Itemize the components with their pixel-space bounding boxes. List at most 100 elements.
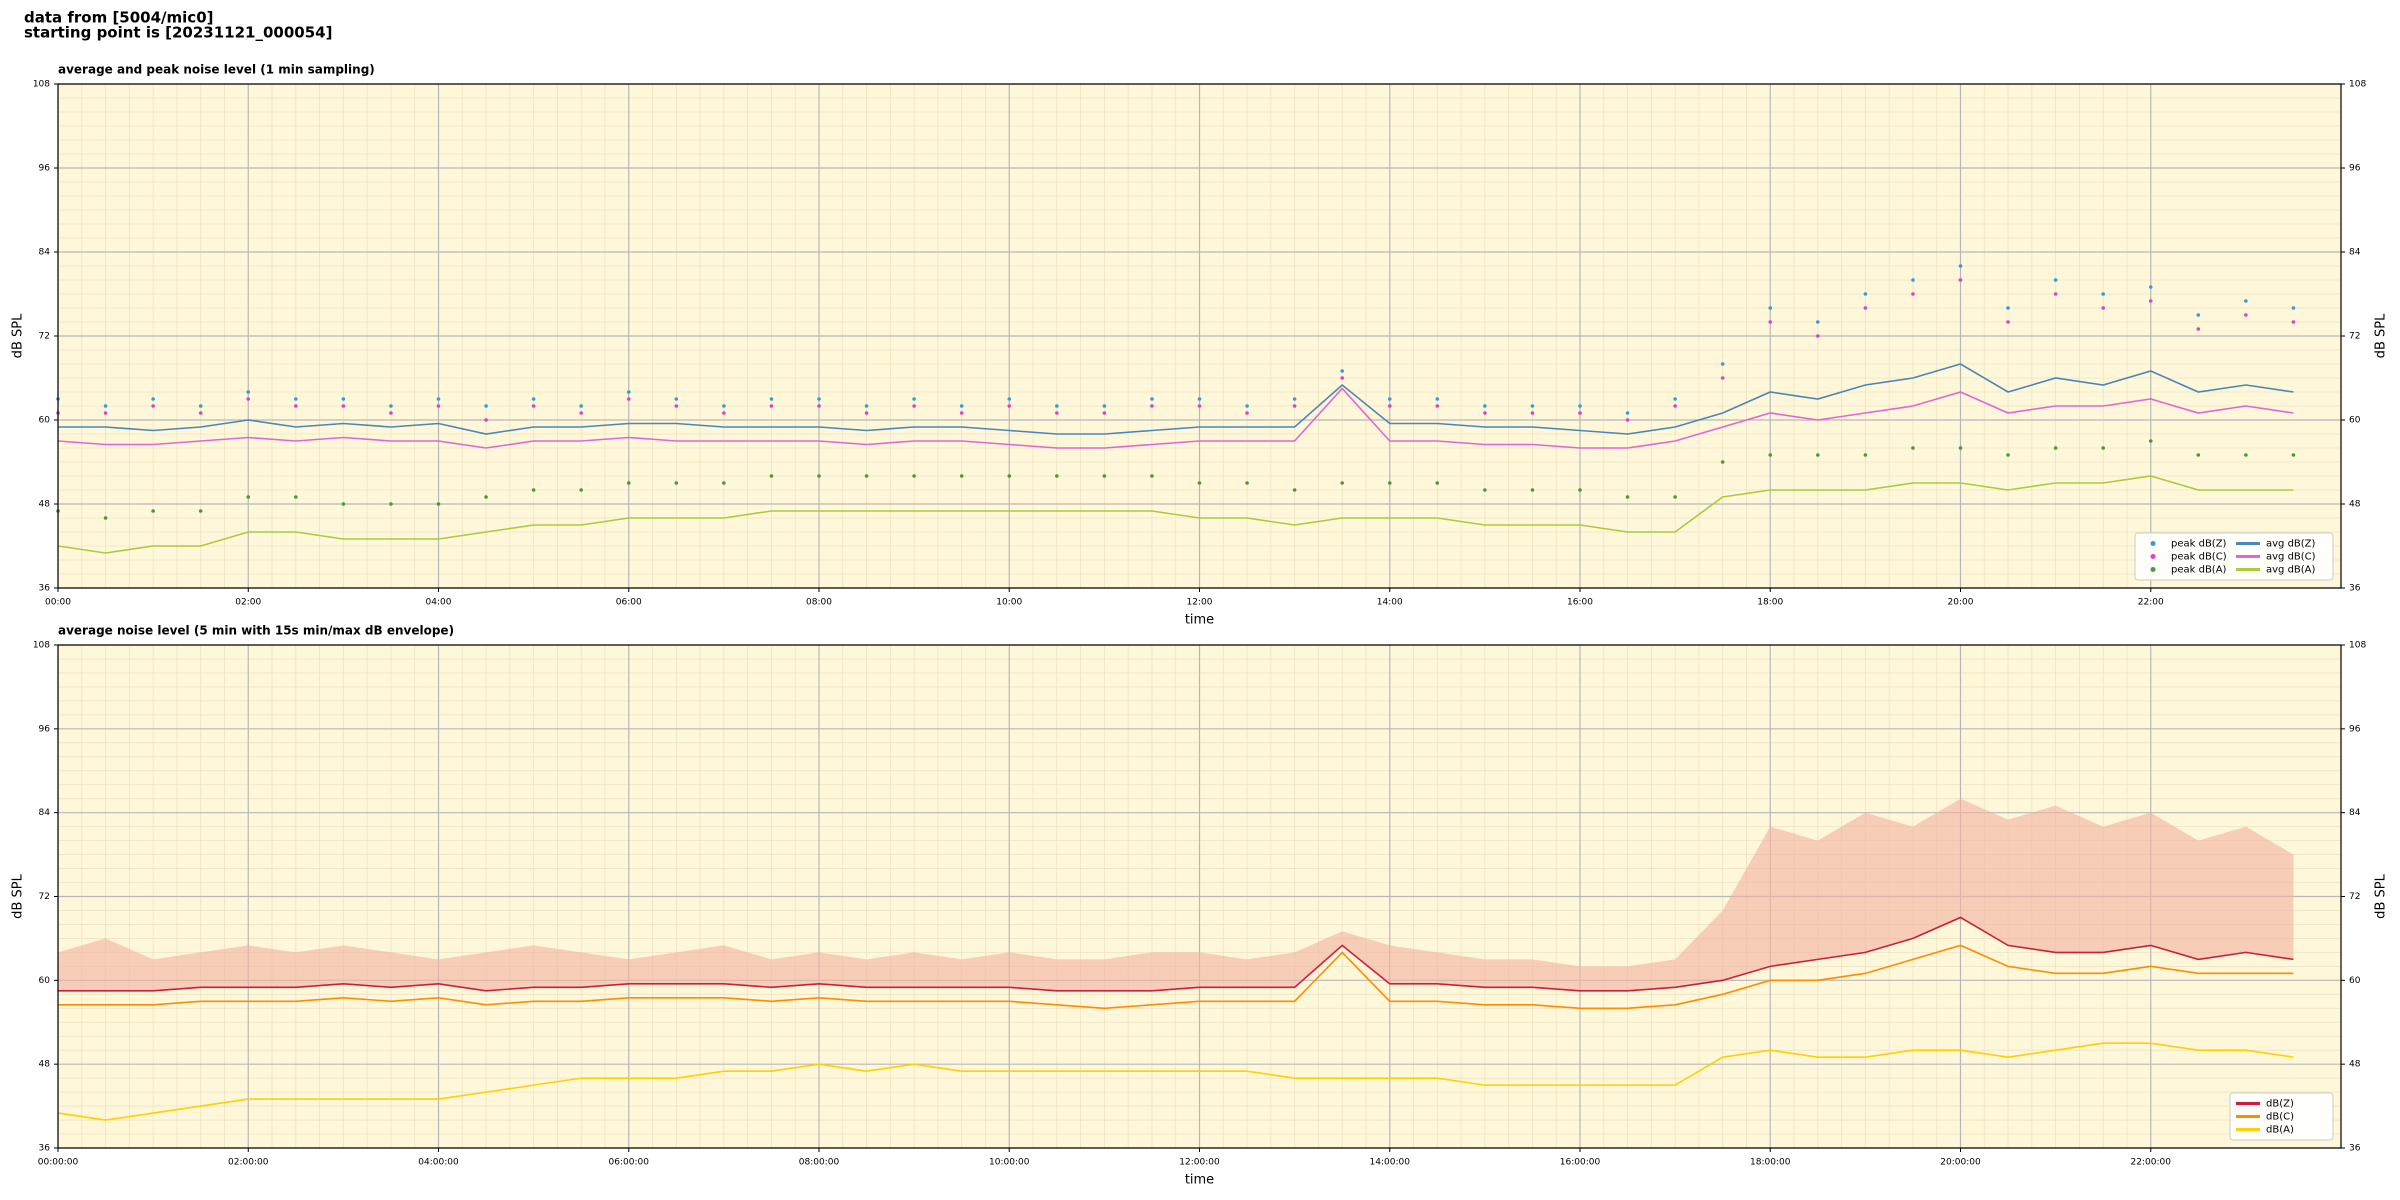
series-line — [58, 363, 2294, 435]
peak-point — [1102, 411, 1107, 415]
legend-label: peak dB(Z) — [2171, 539, 2227, 550]
peak-point — [1340, 369, 1344, 373]
peak-point — [2291, 320, 2296, 324]
peak-point — [1197, 481, 1202, 485]
series-line — [58, 944, 2294, 1010]
y2-tick-label: 84 — [2349, 808, 2361, 818]
y-tick-label: 48 — [39, 1060, 51, 1070]
peak-point — [389, 404, 393, 408]
header-line: data from [5004/mic0] — [24, 9, 214, 27]
y2-tick-label: 96 — [2349, 724, 2361, 734]
peak-point — [1673, 495, 1677, 499]
peak-point — [579, 411, 583, 415]
peak-point — [912, 404, 916, 408]
y-tick-label: 60 — [39, 416, 51, 426]
y-tick-label: 60 — [39, 976, 51, 986]
y2-tick-label: 48 — [2349, 500, 2361, 510]
y2-tick-label: 60 — [2349, 416, 2361, 426]
legend-label: peak dB(C) — [2171, 552, 2227, 563]
peak-point — [1387, 397, 1392, 401]
peak-point — [389, 411, 393, 415]
peak-point — [198, 404, 203, 408]
legend-marker — [2150, 567, 2156, 572]
peak-point — [959, 411, 964, 415]
y2-tick-label: 60 — [2349, 976, 2361, 986]
peak-point — [1768, 306, 1773, 310]
peak-point — [1720, 376, 1725, 380]
y-tick-label: 72 — [39, 892, 50, 902]
y-tick-label: 72 — [39, 332, 50, 342]
peak-point — [1720, 362, 1725, 366]
peak-point — [198, 411, 203, 415]
y-tick-label: 84 — [39, 248, 51, 258]
envelope — [58, 798, 2294, 991]
peak-point — [2101, 292, 2105, 296]
peak-point — [103, 516, 108, 520]
peak-point — [1816, 320, 1820, 324]
peak-point — [959, 404, 964, 408]
peak-point — [484, 404, 488, 408]
peak-point — [484, 495, 488, 499]
peak-point — [769, 404, 774, 408]
y2-axis-label: dB SPL — [2374, 313, 2389, 358]
peak-point — [1055, 411, 1059, 415]
peak-point — [1150, 397, 1154, 401]
x-tick-label: 14:00:00 — [1370, 1158, 1411, 1168]
peak-point — [2053, 446, 2058, 450]
peak-point — [1530, 488, 1535, 492]
series-line — [57, 1042, 2294, 1121]
peak-point — [1578, 404, 1582, 408]
peak-point — [1055, 404, 1059, 408]
x-tick-label: 22:00:00 — [2131, 1158, 2172, 1168]
y2-tick-label: 72 — [2349, 892, 2360, 902]
y-tick-label: 48 — [39, 500, 51, 510]
peak-point — [2101, 306, 2105, 310]
peak-point — [1863, 453, 1868, 457]
peak-point — [294, 404, 298, 408]
peak-point — [769, 397, 774, 401]
legend-box — [2134, 532, 2334, 581]
peak-point — [151, 509, 155, 513]
peak-point — [246, 390, 251, 394]
legend-label: dB(A) — [2266, 1125, 2294, 1136]
peak-point — [959, 474, 964, 478]
peak-point — [2244, 313, 2248, 317]
y-tick-label: 96 — [39, 164, 51, 174]
peak-point — [1625, 495, 1630, 499]
y2-tick-label: 108 — [2349, 641, 2366, 651]
peak-point — [1245, 404, 1249, 408]
peak-point — [864, 404, 869, 408]
peak-point — [864, 411, 869, 415]
peak-point — [341, 397, 346, 401]
x-tick-label: 06:00 — [616, 598, 642, 608]
y2-tick-label: 36 — [2349, 584, 2361, 594]
plot-frame — [57, 83, 2342, 589]
header-line: starting point is [20231121_000054] — [24, 24, 332, 42]
peak-point — [579, 488, 583, 492]
peak-point — [1530, 404, 1535, 408]
peak-point — [1197, 397, 1202, 401]
x-tick-label: 04:00 — [426, 598, 452, 608]
peak-point — [1483, 411, 1487, 415]
peak-point — [1292, 404, 1297, 408]
panel-title: average and peak noise level (1 min samp… — [58, 63, 375, 77]
series-line — [58, 916, 2294, 992]
peak-point — [912, 474, 916, 478]
peak-point — [198, 509, 203, 513]
y-tick-label: 36 — [39, 584, 51, 594]
peak-point — [1245, 481, 1249, 485]
x-tick-label: 00:00:00 — [38, 1158, 79, 1168]
x-axis-label: time — [1185, 613, 1214, 628]
peak-point — [2196, 327, 2201, 331]
peak-point — [1435, 397, 1440, 401]
peak-point — [626, 481, 631, 485]
peak-point — [531, 397, 536, 401]
peak-point — [722, 481, 726, 485]
peak-point — [1292, 488, 1297, 492]
peak-point — [1387, 481, 1392, 485]
y2-tick-label: 48 — [2349, 1060, 2361, 1070]
peak-point — [1911, 278, 1915, 282]
peak-point — [817, 474, 821, 478]
peak-point — [626, 397, 631, 401]
series-line — [57, 475, 2294, 554]
